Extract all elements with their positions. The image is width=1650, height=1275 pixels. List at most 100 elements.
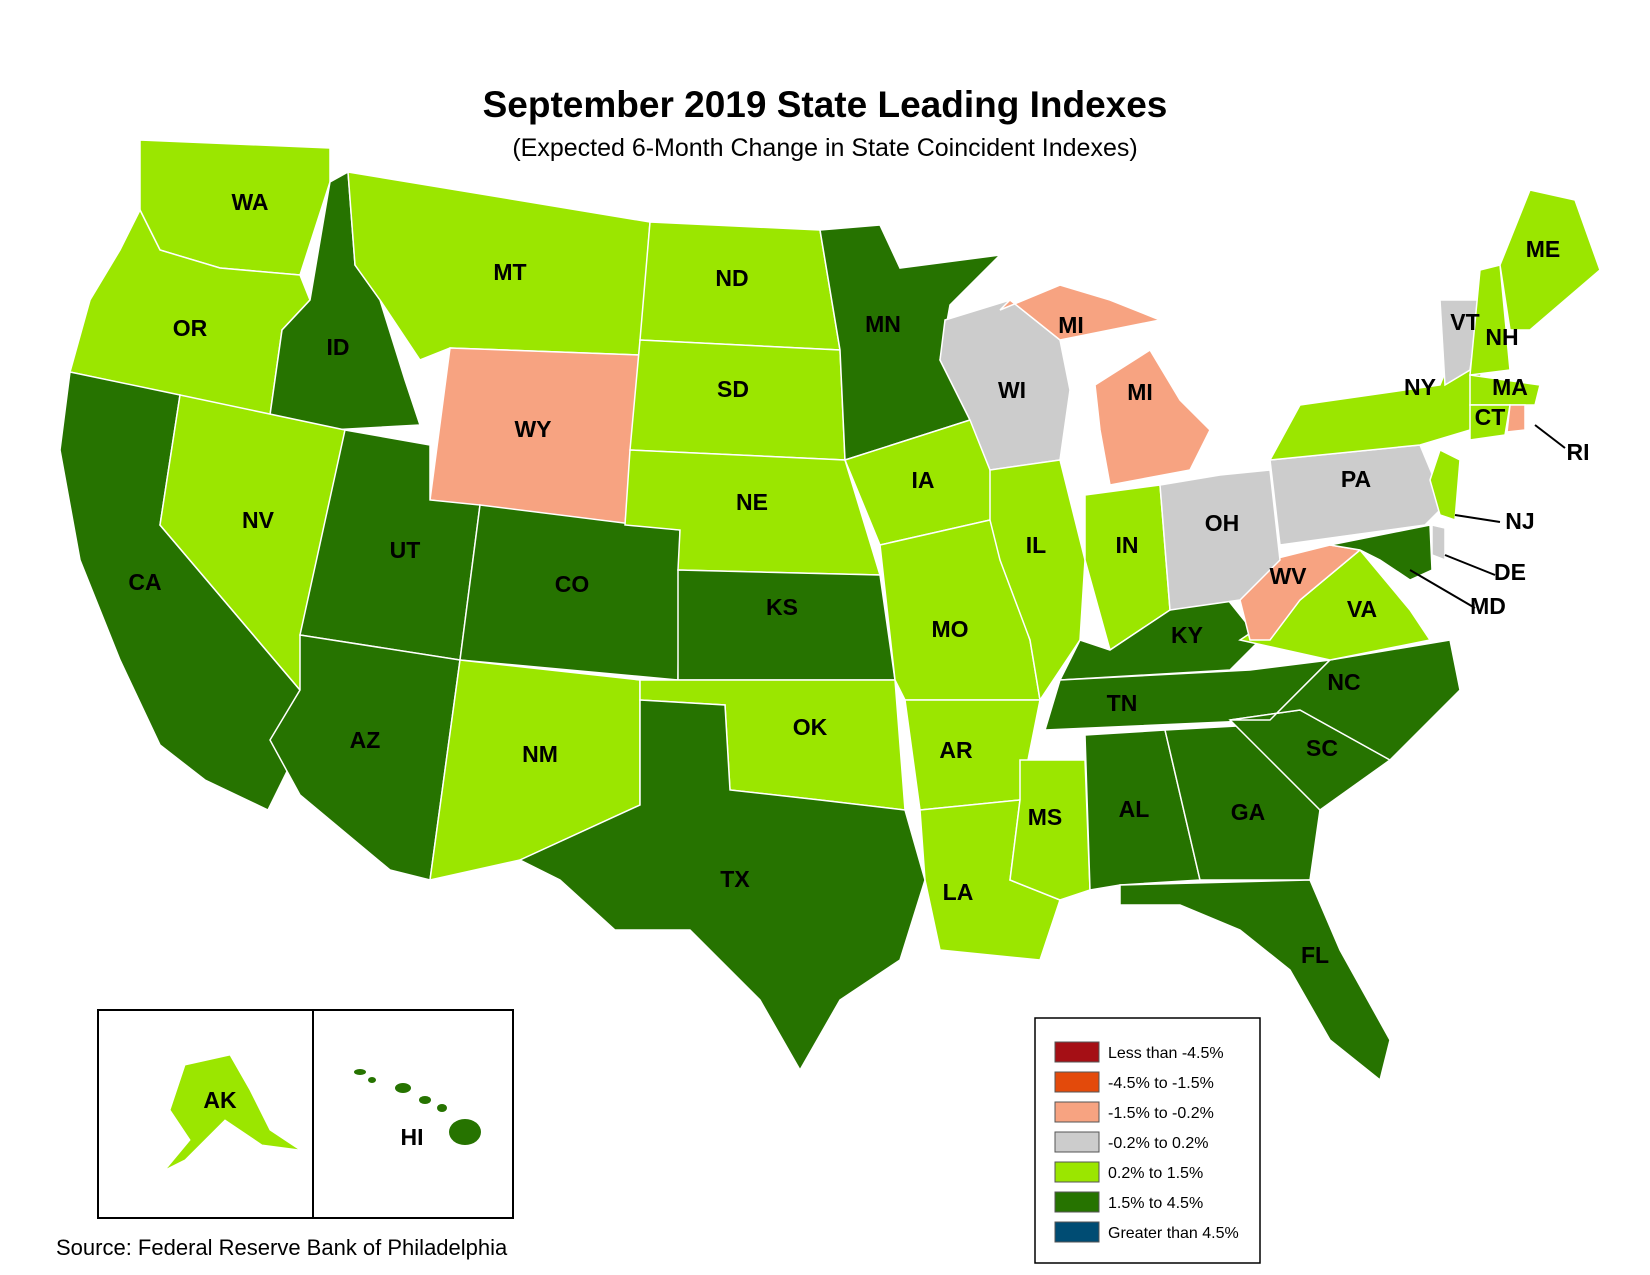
- state-me[interactable]: [1499, 189, 1601, 331]
- state-label-ut: UT: [390, 537, 421, 563]
- state-label-hi: HI: [401, 1124, 424, 1150]
- source-note: Source: Federal Reserve Bank of Philadel…: [56, 1235, 508, 1260]
- state-label-mo: MO: [931, 616, 968, 642]
- state-label-ok: OK: [793, 714, 828, 740]
- inset-frame-hawaii: [312, 1009, 514, 1219]
- state-ct[interactable]: [1469, 404, 1511, 441]
- state-label-wi: WI: [998, 377, 1026, 403]
- state-mi[interactable]: [999, 284, 1163, 341]
- state-ak[interactable]: [164, 1054, 301, 1171]
- state-label-de: DE: [1494, 559, 1526, 585]
- state-label-sc: SC: [1306, 735, 1338, 761]
- state-label-ma: MA: [1492, 374, 1528, 400]
- state-nj[interactable]: [1429, 448, 1461, 522]
- legend-label-3: -1.5% to -0.2%: [1108, 1105, 1214, 1122]
- state-label-la: LA: [943, 879, 974, 905]
- legend-label-6: 1.5% to 4.5%: [1108, 1195, 1203, 1212]
- state-label-al: AL: [1119, 796, 1150, 822]
- state-ri[interactable]: [1506, 404, 1526, 433]
- map-title: September 2019 State Leading Indexes: [482, 84, 1168, 125]
- legend-swatch-4: [1054, 1131, 1100, 1153]
- hawaii-island-5[interactable]: [437, 1104, 447, 1112]
- state-label-va: VA: [1347, 596, 1377, 622]
- insets-layer: AK HI: [97, 1009, 514, 1219]
- state-label-ia: IA: [912, 467, 935, 493]
- state-fl[interactable]: [1119, 879, 1391, 1082]
- state-ms[interactable]: [1009, 759, 1091, 901]
- callout-line-de: [1444, 554, 1496, 576]
- hawaii-island-6[interactable]: [449, 1119, 481, 1145]
- state-label-ak: AK: [203, 1087, 237, 1113]
- legend-swatch-6: [1054, 1191, 1100, 1213]
- callout-line-ri: [1534, 424, 1566, 449]
- state-label-fl: FL: [1301, 942, 1329, 968]
- legend-swatch-5: [1054, 1161, 1100, 1183]
- state-label-ca: CA: [128, 569, 161, 595]
- callout-line-nj: [1454, 514, 1501, 523]
- state-label-nd: ND: [715, 265, 748, 291]
- legend-label-7: Greater than 4.5%: [1108, 1225, 1239, 1242]
- state-al[interactable]: [1084, 729, 1201, 891]
- legend-swatch-2: [1054, 1071, 1100, 1093]
- legend-label-2: -4.5% to -1.5%: [1108, 1075, 1214, 1092]
- state-label-ga: GA: [1231, 799, 1266, 825]
- hawaii-island-4[interactable]: [419, 1096, 431, 1104]
- state-label-nc: NC: [1327, 669, 1360, 695]
- legend-swatch-3: [1054, 1101, 1100, 1123]
- state-label-ct: CT: [1475, 404, 1506, 430]
- map-subtitle: (Expected 6-Month Change in State Coinci…: [512, 134, 1138, 162]
- legend-swatch-7: [1054, 1221, 1100, 1243]
- states-layer: [59, 139, 1601, 1082]
- state-label-oh: OH: [1205, 510, 1240, 536]
- legend-swatch-1: [1054, 1041, 1100, 1063]
- labels-layer: WA OR CA ID NV MT WY UT AZ CO NM ND SD NE KS OK TX MN IA MO…: [128, 189, 1589, 968]
- state-label-mn: MN: [865, 311, 901, 337]
- state-label-sd: SD: [717, 376, 749, 402]
- state-label-nj: NJ: [1505, 508, 1534, 534]
- state-il[interactable]: [989, 459, 1086, 702]
- state-mi[interactable]: [1094, 348, 1211, 486]
- state-label-ar: AR: [939, 737, 973, 763]
- state-label-ri: RI: [1567, 439, 1590, 465]
- state-label-mi-upper: MI: [1058, 312, 1084, 338]
- state-label-nh: NH: [1485, 324, 1518, 350]
- state-label-me: ME: [1526, 236, 1561, 262]
- legend-label-5: 0.2% to 1.5%: [1108, 1165, 1203, 1182]
- state-label-az: AZ: [350, 727, 381, 753]
- state-label-mi: MI: [1127, 379, 1153, 405]
- state-ma[interactable]: [1469, 374, 1541, 406]
- state-label-pa: PA: [1341, 466, 1371, 492]
- state-label-nm: NM: [522, 741, 558, 767]
- hawaii-island-1[interactable]: [354, 1069, 366, 1075]
- state-label-id: ID: [327, 334, 350, 360]
- state-label-wv: WV: [1269, 563, 1307, 589]
- state-label-wa: WA: [231, 189, 268, 215]
- hawaii-island-2[interactable]: [368, 1077, 376, 1083]
- state-label-vt: VT: [1450, 309, 1479, 335]
- state-oh[interactable]: [1159, 469, 1281, 611]
- state-md[interactable]: [1329, 524, 1433, 581]
- state-tx[interactable]: [518, 699, 926, 1072]
- state-ks[interactable]: [677, 569, 896, 681]
- state-label-ky: KY: [1171, 622, 1203, 648]
- state-label-ne: NE: [736, 489, 768, 515]
- state-de[interactable]: [1431, 524, 1446, 562]
- state-label-ny: NY: [1404, 374, 1436, 400]
- state-label-md: MD: [1470, 593, 1506, 619]
- legend-label-4: -0.2% to 0.2%: [1108, 1135, 1209, 1152]
- state-label-ms: MS: [1028, 804, 1063, 830]
- callout-line-md: [1409, 569, 1476, 609]
- state-label-mt: MT: [493, 259, 526, 285]
- state-label-wy: WY: [514, 416, 551, 442]
- state-label-or: OR: [173, 315, 208, 341]
- state-label-nv: NV: [242, 507, 275, 533]
- state-label-il: IL: [1026, 532, 1046, 558]
- legend-label-1: Less than -4.5%: [1108, 1045, 1224, 1062]
- hawaii-island-3[interactable]: [395, 1083, 411, 1093]
- state-label-tx: TX: [720, 866, 750, 892]
- state-label-ks: KS: [766, 594, 798, 620]
- state-label-tn: TN: [1107, 690, 1138, 716]
- state-nh[interactable]: [1469, 264, 1511, 376]
